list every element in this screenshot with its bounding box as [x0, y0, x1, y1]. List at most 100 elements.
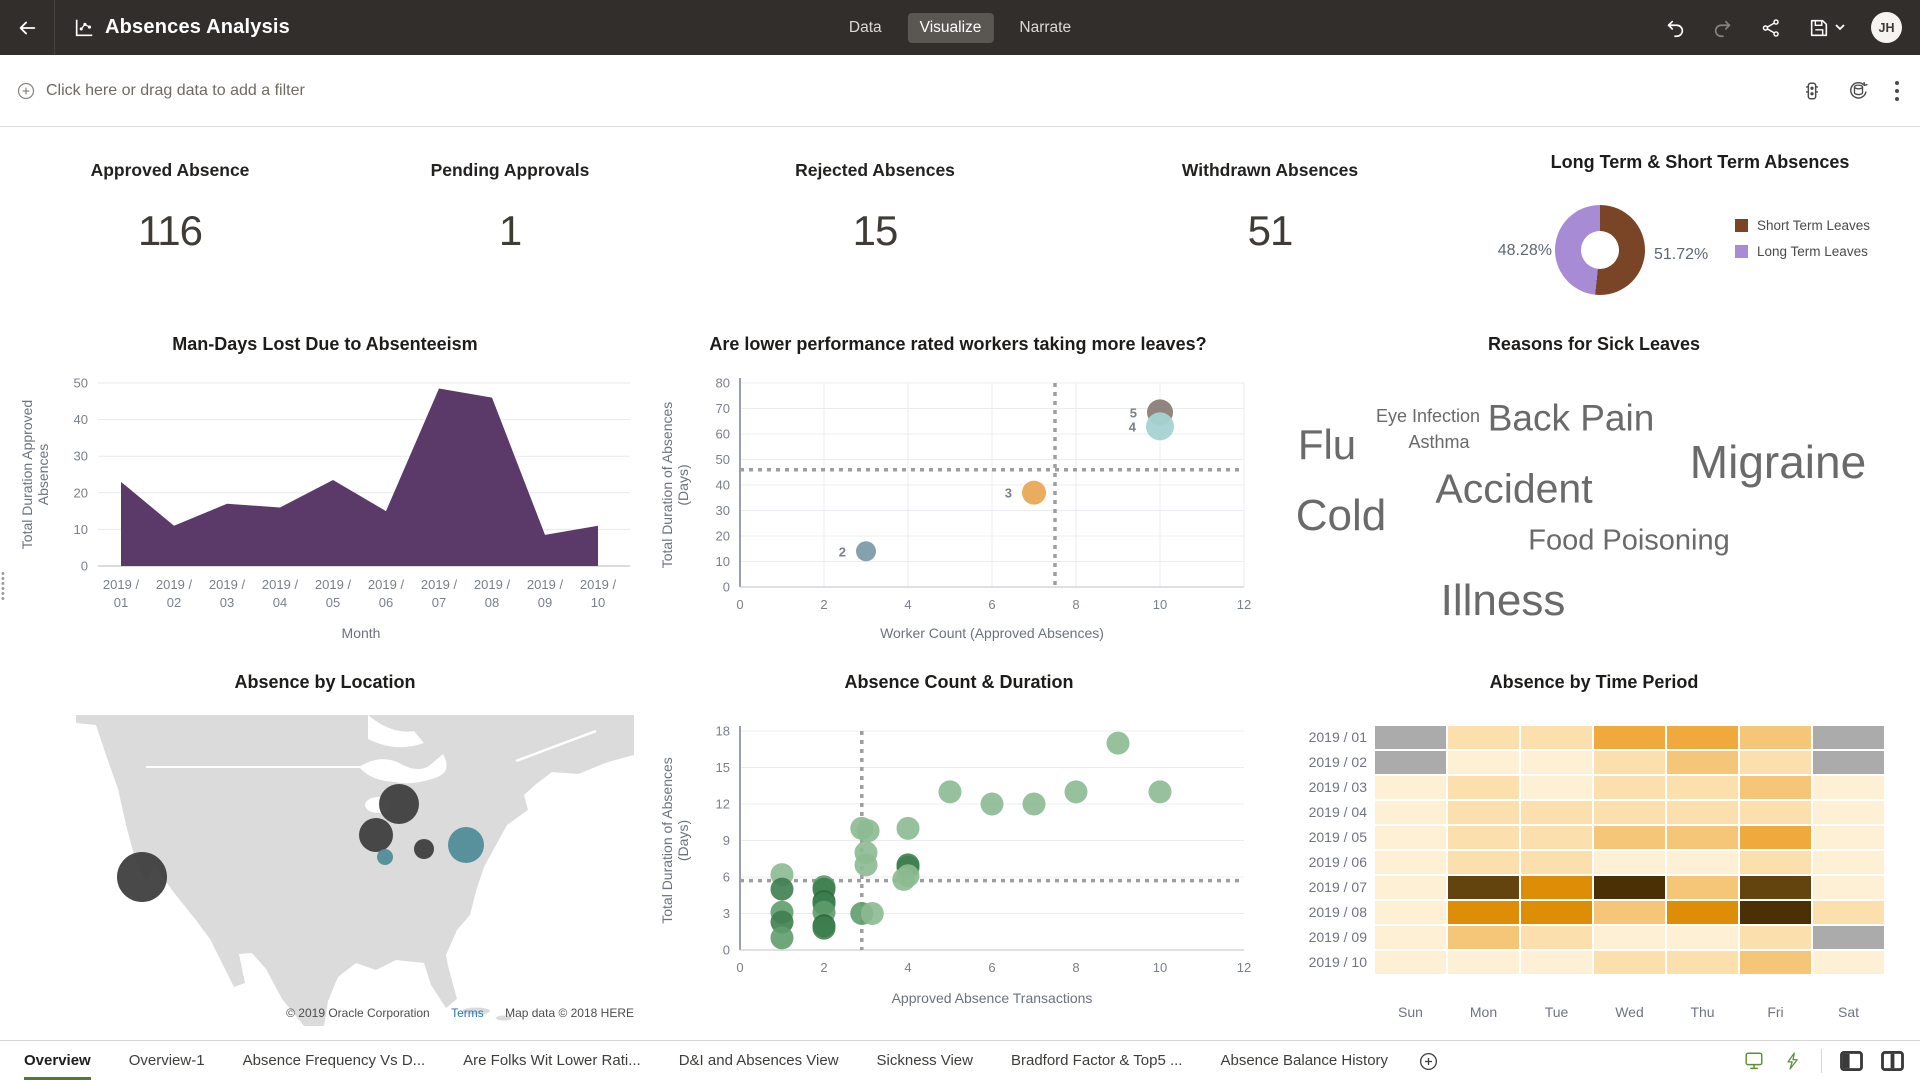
heatmap-cell[interactable]	[1813, 801, 1884, 824]
heatmap-cell[interactable]	[1594, 926, 1665, 949]
heatmap-cell[interactable]	[1375, 751, 1446, 774]
cloud-word[interactable]: Eye Infection	[1375, 406, 1481, 426]
heatmap-cell[interactable]	[1521, 901, 1592, 924]
heatmap-cell[interactable]	[1448, 926, 1519, 949]
heatmap-cell[interactable]	[1813, 726, 1884, 749]
canvas-tab-absence-balance-history[interactable]: Absence Balance History	[1220, 1052, 1389, 1069]
heatmap-cell[interactable]	[1813, 876, 1884, 899]
back-button[interactable]	[0, 0, 55, 55]
heatmap-cell[interactable]	[1813, 951, 1884, 974]
map-bubble[interactable]	[117, 852, 167, 902]
canvas-tab-are-folks-wit-lower-rati[interactable]: Are Folks Wit Lower Rati...	[463, 1052, 641, 1069]
cloud-word[interactable]: Migraine	[1689, 436, 1867, 488]
save-icon[interactable]	[1808, 17, 1830, 39]
heatmap-cell[interactable]	[1667, 951, 1738, 974]
heatmap-cell[interactable]	[1667, 776, 1738, 799]
heatmap-cell[interactable]	[1521, 826, 1592, 849]
save-caret-icon[interactable]	[1835, 24, 1845, 31]
kpi-rejected-absences[interactable]: Rejected Absences 15	[735, 126, 1015, 321]
word-cloud-panel[interactable]: Reasons for Sick Leaves Flu Eye Infection…	[1280, 330, 1920, 660]
canvas-tab-sickness-view[interactable]: Sickness View	[876, 1052, 973, 1069]
heatmap-cell[interactable]	[1594, 901, 1665, 924]
layout-split-panel-icon[interactable]	[1881, 1051, 1904, 1071]
legend-item-short-term[interactable]: Short Term Leaves	[1735, 218, 1870, 233]
canvas-tab-overview[interactable]: Overview	[24, 1041, 91, 1080]
cloud-word[interactable]: Asthma	[1408, 432, 1470, 452]
time-period-heatmap[interactable]: 2019 / 01 2019 / 02 2019 / 03 2019 / 04 2019…	[1290, 660, 1920, 1035]
cloud-word[interactable]: Illness	[1440, 576, 1566, 625]
heatmap-cell[interactable]	[1375, 901, 1446, 924]
heatmap-cell[interactable]	[1594, 851, 1665, 874]
cloud-word[interactable]: Cold	[1295, 491, 1387, 540]
heatmap-cell[interactable]	[1667, 851, 1738, 874]
heatmap-cell[interactable]	[1375, 926, 1446, 949]
map-bubble[interactable]	[377, 849, 393, 865]
heatmap-cell[interactable]	[1375, 776, 1446, 799]
heatmap-cell[interactable]	[1740, 751, 1811, 774]
heatmap-cell[interactable]	[1594, 801, 1665, 824]
map-bubble[interactable]	[359, 818, 393, 852]
canvas-tab-overview-1[interactable]: Overview-1	[128, 1052, 205, 1069]
word-cloud[interactable]: Flu Eye Infection Asthma Back Pain Migraine C…	[1280, 330, 1920, 660]
undo-icon[interactable]	[1664, 17, 1686, 39]
heatmap-cell[interactable]	[1594, 751, 1665, 774]
canvas-tab-d-i-and-absences-view[interactable]: D&I and Absences View	[678, 1052, 839, 1069]
terms-link[interactable]: Terms	[451, 1006, 484, 1020]
heatmap-cell[interactable]	[1813, 851, 1884, 874]
heatmap-cell[interactable]	[1667, 826, 1738, 849]
present-canvas-icon[interactable]	[1743, 1050, 1765, 1072]
heatmap-cell[interactable]	[1375, 851, 1446, 874]
mode-tab-visualize[interactable]: Visualize	[907, 12, 994, 43]
heatmap-cell[interactable]	[1375, 726, 1446, 749]
map-bubble[interactable]	[448, 827, 484, 863]
heatmap-cell[interactable]	[1448, 826, 1519, 849]
heatmap-cell[interactable]	[1448, 726, 1519, 749]
kpi-pending-approvals[interactable]: Pending Approvals 1	[370, 126, 650, 321]
heatmap-cell[interactable]	[1375, 801, 1446, 824]
heatmap-cell[interactable]	[1521, 851, 1592, 874]
share-icon[interactable]	[1760, 17, 1782, 39]
heatmap-cell[interactable]	[1594, 726, 1665, 749]
count-duration-panel[interactable]: Absence Count & Duration 0 3 6 9 12 15 18 0 2 4 6 8…	[659, 660, 1320, 1035]
heatmap-cell[interactable]	[1667, 901, 1738, 924]
heatmap-cell[interactable]	[1448, 901, 1519, 924]
map-panel[interactable]: Absence by Location © 2019 Oracle Corpor…	[0, 660, 660, 1035]
cloud-word[interactable]: Food Poisoning	[1528, 524, 1730, 557]
auto-apply-icon[interactable]	[1783, 1050, 1803, 1072]
heatmap-cell[interactable]	[1521, 801, 1592, 824]
heatmap-cell[interactable]	[1521, 876, 1592, 899]
cloud-word[interactable]: Accident	[1435, 465, 1593, 512]
heatmap-cell[interactable]	[1740, 851, 1811, 874]
heatmap-cell[interactable]	[1813, 776, 1884, 799]
heatmap-cell[interactable]	[1740, 826, 1811, 849]
heatmap-cell[interactable]	[1375, 876, 1446, 899]
heatmap-cell[interactable]	[1740, 801, 1811, 824]
canvas-tab-absence-frequency-vs-d[interactable]: Absence Frequency Vs D...	[242, 1052, 426, 1069]
kebab-menu-icon[interactable]	[1894, 79, 1900, 103]
heatmap-cell[interactable]	[1813, 926, 1884, 949]
heatmap-cell[interactable]	[1813, 826, 1884, 849]
heatmap-cell[interactable]	[1521, 726, 1592, 749]
limit-values-icon[interactable]	[1801, 80, 1823, 102]
avatar[interactable]: JH	[1871, 12, 1902, 43]
heatmap-cell[interactable]	[1594, 776, 1665, 799]
heatmap-cell[interactable]	[1667, 801, 1738, 824]
add-filter-button[interactable]: Click here or drag data to add a filter	[16, 81, 305, 101]
legend-item-long-term[interactable]: Long Term Leaves	[1735, 244, 1870, 259]
mode-tab-data[interactable]: Data	[848, 18, 882, 36]
heatmap-cell[interactable]	[1448, 776, 1519, 799]
heatmap-cell[interactable]	[1521, 776, 1592, 799]
heatmap-cell[interactable]	[1375, 826, 1446, 849]
performance-scatter-panel[interactable]: Are lower performance rated workers taki…	[659, 330, 1320, 660]
heatmap-cell[interactable]	[1667, 876, 1738, 899]
heatmap-cell[interactable]	[1521, 751, 1592, 774]
area-chart-panel[interactable]: Man-Days Lost Due to Absenteeism 0 10 20 30…	[0, 330, 670, 660]
heatmap-cell[interactable]	[1594, 826, 1665, 849]
area-chart[interactable]: 0 10 20 30 40 50 2019 /01 2019 /02 2019 /03 2019 …	[0, 330, 670, 660]
heatmap-cell[interactable]	[1448, 876, 1519, 899]
heatmap-cell[interactable]	[1667, 751, 1738, 774]
heatmap-cell[interactable]	[1740, 776, 1811, 799]
heatmap-cell[interactable]	[1521, 926, 1592, 949]
redo-icon[interactable]	[1712, 17, 1734, 39]
